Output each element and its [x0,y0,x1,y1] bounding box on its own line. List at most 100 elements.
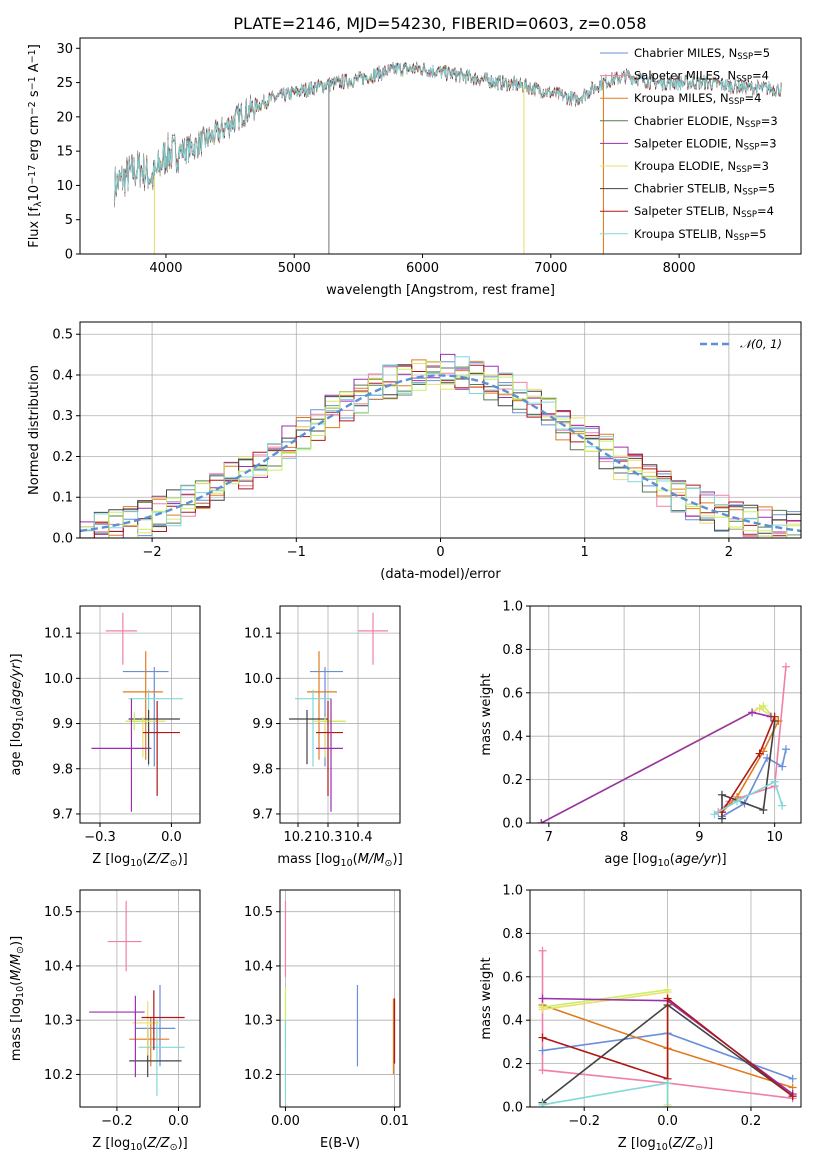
legend-entry: Chabrier MILES, NSSP=5 [634,46,770,62]
y-tick-label: 9.8 [252,762,273,777]
errorbar-salpeter_elodie [316,698,343,812]
panel-spectrum: 4000 5000 6000 7000 8000 0 5 10 15 20 25 30 Chabrier… [27,37,802,298]
y-axis-label: mass [log10(M/M⊙)] [9,936,26,1061]
weight-series-chabrier_stelib [717,717,779,823]
legend-entry: Salpeter ELODIE, NSSP=3 [634,136,777,152]
legend-entry: 𝒩(0, 1) [740,337,782,351]
panel-weight_vs_Z: −0.2 0.0 0.2 0.0 0.2 0.4 0.6 0.8 1.0 Z [log10(Z/Z… [479,884,802,1153]
y-tick-label: 10.1 [244,627,273,642]
errorbar-kroupa_stelib [128,689,183,767]
series-marker [710,810,719,819]
legend-entry: Salpeter MILES, NSSP=4 [634,69,769,85]
x-tick-label: 8000 [663,261,696,276]
x-tick-label: 9 [695,830,703,845]
series-line [540,707,779,823]
model-kroupa_stelib [114,62,782,204]
y-tick-label: 0.0 [502,817,523,832]
series-line [717,666,787,813]
x-tick-label: −0.2 [568,1114,600,1129]
y-tick-label: 20 [56,110,73,125]
panel-mass_vs_ebv: 0.00 0.01 10.2 10.3 10.4 10.5 [244,889,409,1129]
x-tick-label: 2 [725,545,733,560]
plot-area [537,662,790,823]
errorbar-kroupa_miles [307,651,337,760]
x-tick-label: 5000 [278,261,311,276]
x-tick-label: 10.4 [344,830,373,845]
y-tick-label: 1.0 [502,884,523,899]
plot-area [289,612,388,812]
y-tick-label: 10.5 [44,905,73,920]
axes-frame [529,605,802,824]
y-axis-label: Flux [fλ10−17 erg cm−2 s−1 A−1] [27,44,44,248]
y-tick-label: 9.9 [52,717,73,732]
series-marker [770,712,779,721]
x-tick-label: −2 [143,545,162,560]
series-marker [781,662,790,671]
errorbar-salpeter_miles [105,612,138,665]
y-axis-label: mass weight [479,673,494,755]
panel-age_vs_mass: 10.2 10.3 10.4 9.7 9.8 9.9 10.0 10.1 mass [log10… [244,605,403,869]
series-marker [759,805,768,814]
x-tick-label: 0.2 [741,1114,762,1129]
errorbar-kroupa_elodie [132,1001,160,1056]
series-line [542,996,794,1097]
series-marker [788,1074,797,1083]
series-line [540,711,772,823]
legend-entry: Kroupa MILES, NSSP=4 [634,91,761,107]
plot-area [80,353,801,538]
x-tick-label: 1 [581,545,589,560]
series-marker [788,1092,797,1101]
y-tick-label: 0.8 [502,927,523,942]
errorbar-chabrier_stelib [289,709,328,765]
legend-entry: Kroupa ELODIE, NSSP=3 [634,159,769,175]
y-tick-label: 9.7 [52,807,73,822]
x-tick-label: 10.2 [284,830,313,845]
errorbar-salpeter_miles [107,900,142,972]
series-marker [538,1100,547,1107]
y-tick-label: 10 [56,179,73,194]
plot-area [114,61,783,254]
y-tick-label: 5 [65,213,73,228]
series-marker [538,1033,547,1042]
errorbar-chabrier_miles [135,984,176,1067]
normal-curve [80,374,801,533]
y-tick-label: 9.8 [52,762,73,777]
axes-frame [79,605,201,824]
legend-entry: Chabrier STELIB, NSSP=5 [634,182,775,198]
weight-series-salpeter_elodie [537,708,775,823]
errorbar-salpeter_elodie [89,995,145,1078]
histogram-kroupa_elodie [80,360,801,538]
y-axis-label: age [log10(age/yr)] [9,653,26,775]
errorbar-kroupa_miles [122,651,163,760]
series-marker [537,819,546,823]
x-tick-label: 0.0 [168,1114,189,1129]
x-axis-label: E(B-V) [320,1136,360,1151]
panel-weight_vs_age: 7 8 9 10 0.0 0.2 0.4 0.6 0.8 1.0 age [log10(age/yr… [479,600,802,869]
axes-frame [79,37,802,255]
errorbar-chabrier_miles [310,667,343,767]
series-marker [781,745,790,754]
y-tick-label: 0.4 [502,1014,523,1029]
y-tick-label: 0.3 [52,409,73,424]
y-tick-label: 10.4 [244,959,273,974]
series-marker [755,749,764,758]
x-tick-label: 7000 [534,261,567,276]
legend: Chabrier MILES, NSSP=5 Salpeter MILES, NS… [600,46,778,243]
plot-area [538,946,797,1107]
series-line [714,780,783,815]
weight-series-chabrier_miles [717,745,790,821]
x-tick-label: 0.0 [657,1114,678,1129]
y-tick-label: 0.0 [502,1101,523,1116]
x-tick-label: 7 [545,830,553,845]
y-tick-label: 9.9 [252,717,273,732]
series-marker [733,797,742,806]
series-marker [538,1046,547,1055]
weight-series-salpeter_stelib [717,712,779,817]
errorbar-kroupa_stelib [295,689,331,767]
series-marker [538,1066,547,1075]
y-tick-label: 0.2 [502,773,523,788]
y-tick-label: 9.7 [252,807,273,822]
x-axis-label: wavelength [Angstrom, rest frame] [326,283,555,298]
x-tick-label: −0.2 [101,1114,133,1129]
